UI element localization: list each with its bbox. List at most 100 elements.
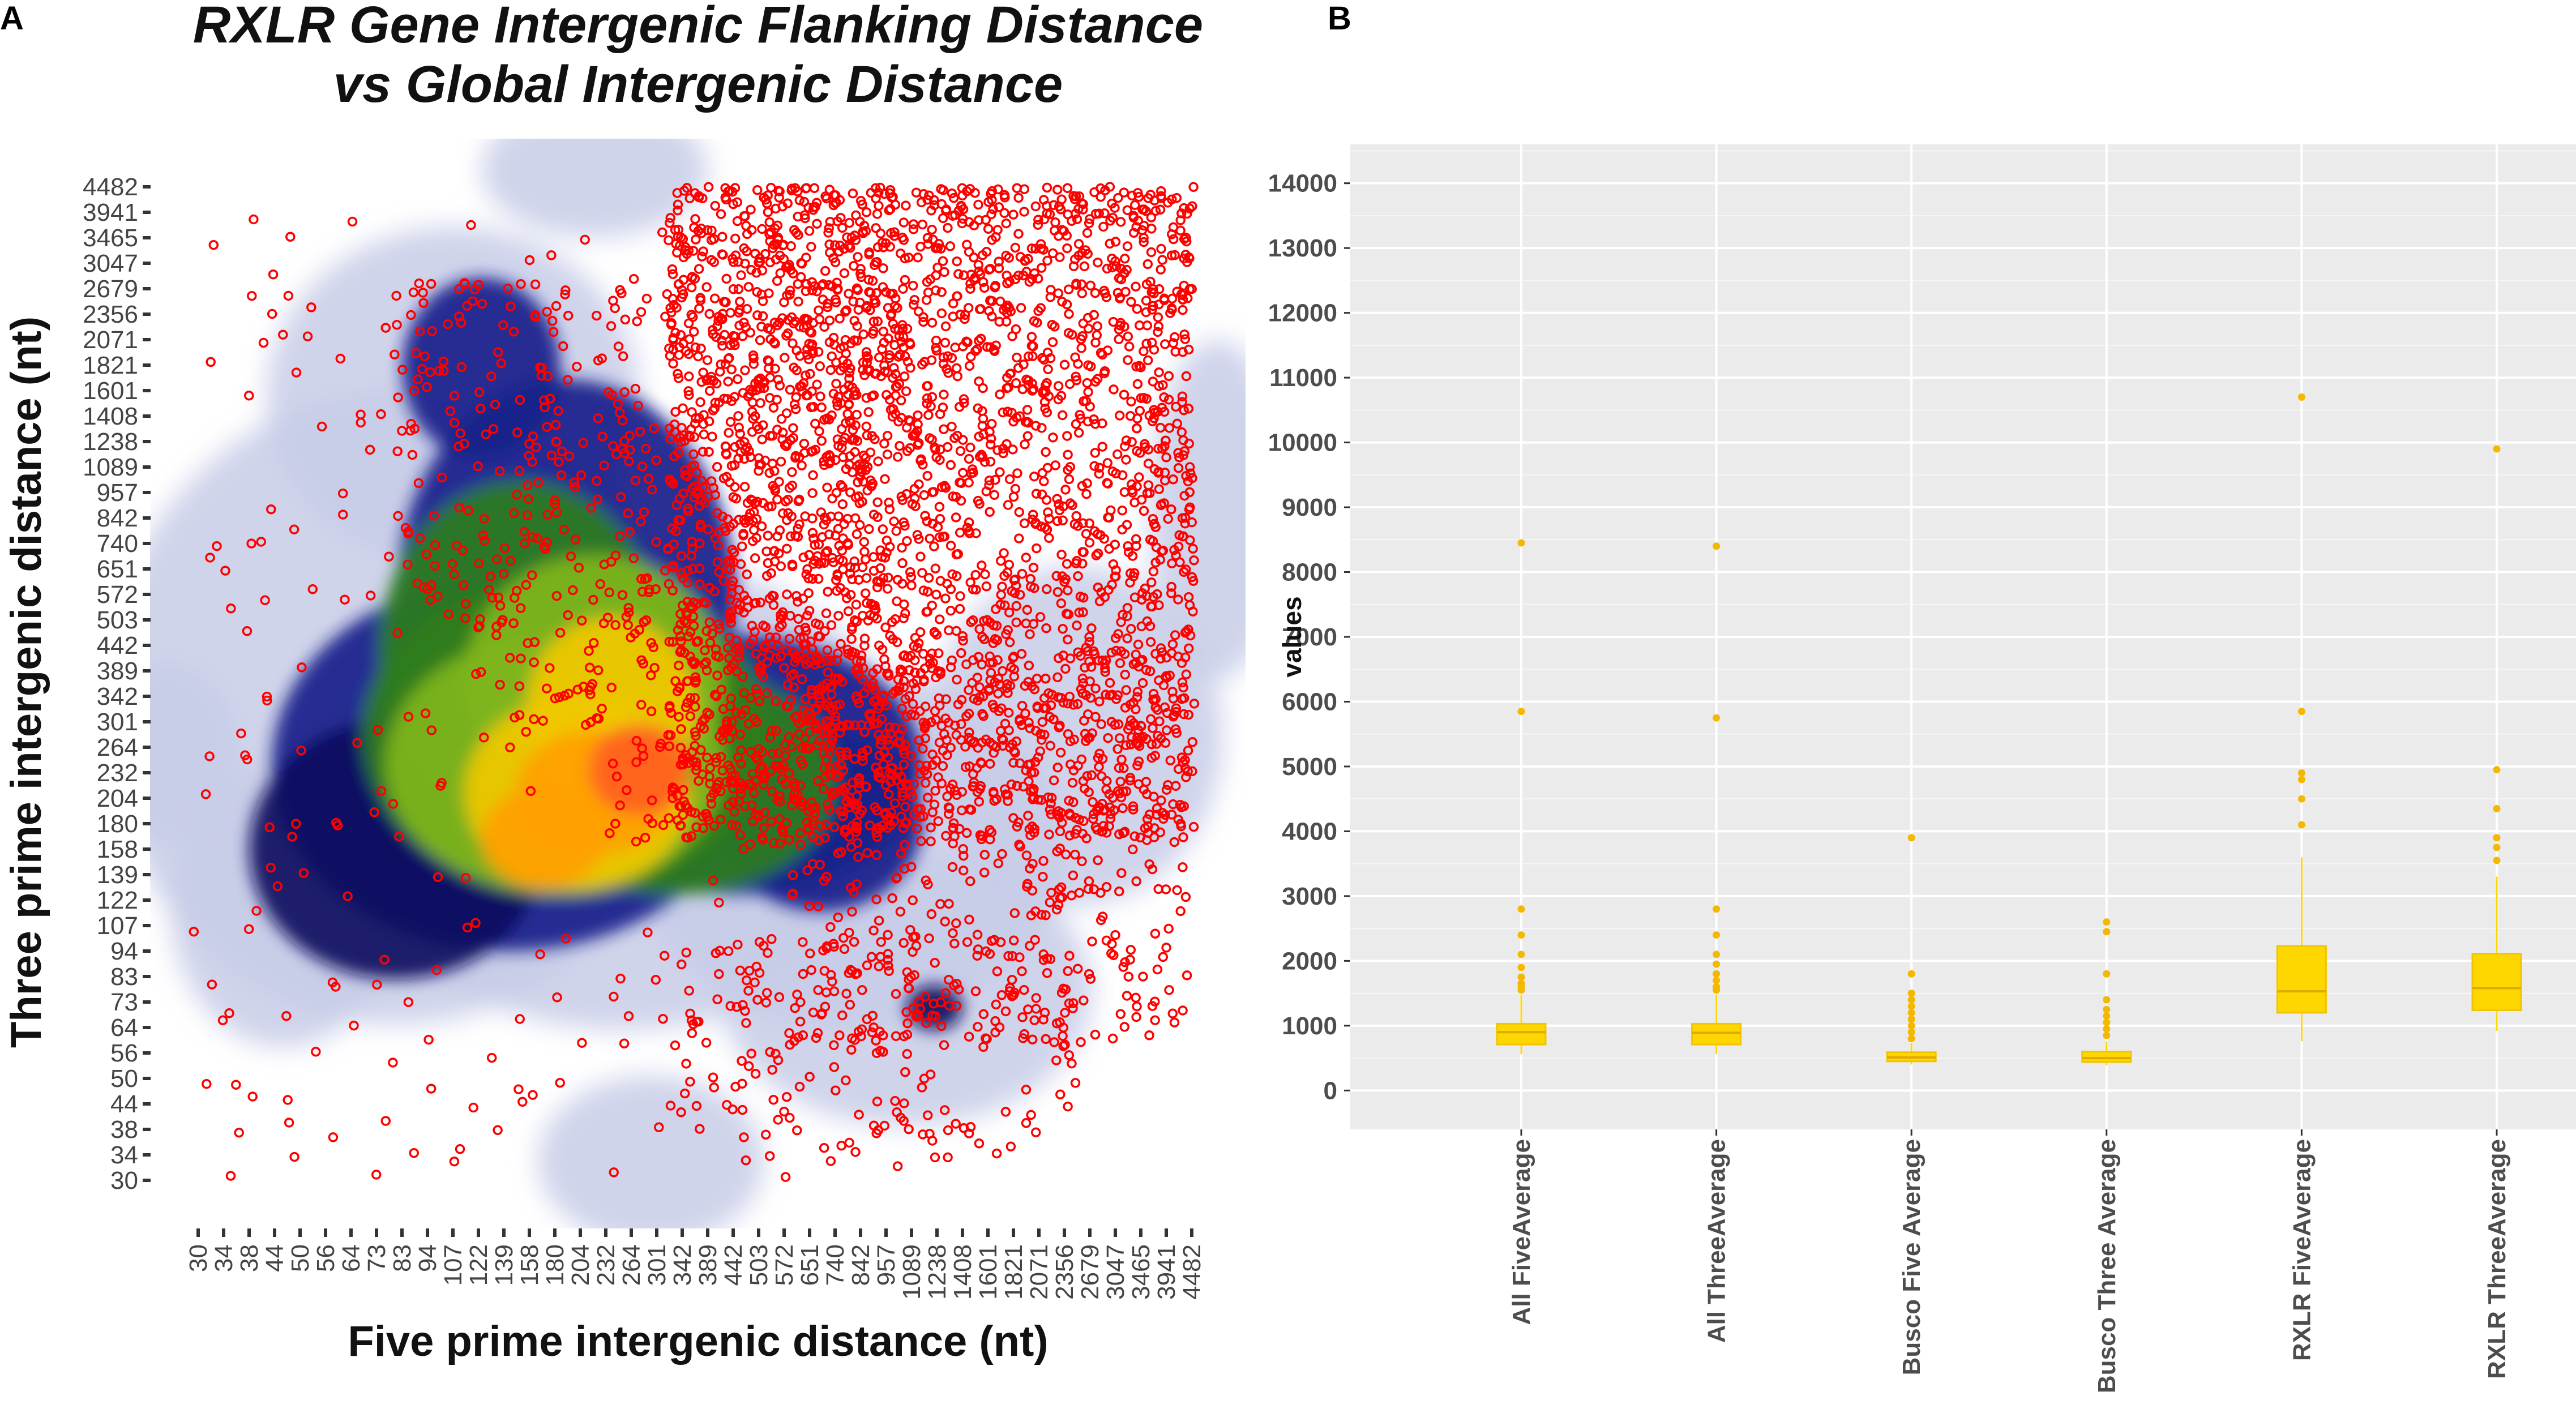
rxlr-point bbox=[968, 769, 978, 780]
rxlr-point bbox=[550, 419, 561, 430]
rxlr-point bbox=[1107, 690, 1118, 700]
rxlr-point bbox=[947, 862, 958, 872]
rxlr-point bbox=[506, 555, 516, 566]
rxlr-point bbox=[922, 1110, 933, 1120]
rxlr-point bbox=[681, 1059, 691, 1069]
rxlr-point bbox=[595, 579, 606, 589]
rxlr-point bbox=[654, 742, 665, 752]
rxlr-point bbox=[803, 588, 814, 598]
rxlr-point bbox=[1041, 623, 1051, 633]
rxlr-point bbox=[685, 1008, 695, 1019]
rxlr-point bbox=[1012, 821, 1022, 832]
rxlr-point bbox=[613, 341, 624, 352]
boxplot-all-threeaverage bbox=[1691, 542, 1742, 1055]
rxlr-point bbox=[871, 1048, 882, 1058]
rxlr-point bbox=[768, 748, 778, 759]
rxlr-point bbox=[897, 787, 908, 798]
rxlr-point bbox=[787, 467, 797, 477]
rxlr-point bbox=[879, 1120, 890, 1131]
rxlr-point bbox=[1062, 183, 1073, 194]
rxlr-point bbox=[460, 873, 471, 883]
rxlr-point bbox=[967, 678, 977, 688]
rxlr-point bbox=[1156, 264, 1166, 275]
rxlr-point bbox=[912, 426, 922, 436]
rxlr-point bbox=[1180, 564, 1191, 575]
rxlr-point bbox=[990, 1016, 1000, 1026]
rxlr-point bbox=[1171, 192, 1182, 203]
rxlr-point bbox=[443, 609, 454, 619]
rxlr-point bbox=[961, 659, 972, 670]
rxlr-point bbox=[802, 350, 812, 360]
rxlr-point bbox=[978, 383, 988, 393]
rxlr-point bbox=[962, 937, 973, 947]
rxlr-point bbox=[264, 822, 275, 833]
density-heatmap bbox=[150, 139, 1246, 1228]
rxlr-point bbox=[1076, 198, 1087, 208]
rxlr-point bbox=[460, 279, 470, 289]
rxlr-point bbox=[1089, 884, 1099, 894]
rxlr-point bbox=[1157, 807, 1167, 818]
rxlr-point bbox=[624, 526, 635, 537]
rxlr-point bbox=[728, 783, 738, 794]
rxlr-point bbox=[944, 975, 954, 985]
rxlr-point bbox=[1083, 323, 1094, 334]
rxlr-point bbox=[1001, 250, 1011, 261]
rxlr-point bbox=[880, 729, 891, 739]
rxlr-point bbox=[948, 838, 958, 849]
rxlr-point bbox=[752, 995, 763, 1005]
rxlr-point bbox=[837, 1010, 848, 1021]
rxlr-point bbox=[1096, 719, 1106, 729]
rxlr-point bbox=[985, 737, 995, 748]
rxlr-point bbox=[872, 242, 883, 252]
rxlr-point bbox=[736, 270, 746, 281]
rxlr-point bbox=[1177, 397, 1187, 407]
rxlr-point bbox=[1042, 968, 1052, 978]
rxlr-point bbox=[636, 516, 646, 526]
rxlr-point bbox=[1172, 286, 1182, 297]
rxlr-point bbox=[529, 714, 539, 725]
rxlr-point bbox=[268, 269, 279, 280]
rxlr-point bbox=[739, 318, 749, 328]
rxlr-point bbox=[828, 200, 839, 211]
rxlr-point bbox=[1086, 623, 1097, 633]
rxlr-point bbox=[1110, 571, 1120, 582]
rxlr-point bbox=[1071, 558, 1081, 568]
rxlr-point bbox=[545, 663, 555, 673]
x-tick-label: 38 bbox=[236, 1244, 263, 1272]
rxlr-point bbox=[684, 334, 695, 345]
rxlr-point bbox=[524, 255, 535, 266]
rxlr-point bbox=[390, 349, 400, 360]
rxlr-point bbox=[810, 803, 821, 813]
rxlr-point bbox=[1170, 630, 1180, 640]
rxlr-point bbox=[1057, 571, 1067, 581]
rxlr-point bbox=[1038, 949, 1049, 960]
rxlr-point bbox=[721, 526, 731, 536]
rxlr-point bbox=[708, 1072, 718, 1082]
rxlr-point bbox=[1067, 777, 1078, 788]
rxlr-point bbox=[1042, 347, 1053, 358]
rxlr-point bbox=[822, 799, 833, 810]
rxlr-point bbox=[409, 423, 420, 434]
rxlr-point bbox=[1175, 225, 1186, 236]
rxlr-point bbox=[1025, 723, 1035, 734]
rxlr-point bbox=[988, 204, 998, 215]
rxlr-point bbox=[1163, 923, 1174, 934]
rxlr-point bbox=[892, 303, 902, 313]
rxlr-point bbox=[779, 1106, 789, 1117]
rxlr-point bbox=[459, 439, 469, 449]
y-tick-label: 10000 bbox=[1268, 429, 1337, 457]
rxlr-point bbox=[767, 501, 777, 512]
rxlr-point bbox=[875, 228, 886, 239]
rxlr-point bbox=[1008, 444, 1018, 455]
rxlr-point bbox=[787, 480, 798, 491]
y-tick-label: 30 bbox=[110, 1167, 138, 1194]
rxlr-point bbox=[779, 662, 789, 673]
rxlr-point bbox=[1099, 208, 1110, 219]
rxlr-point bbox=[510, 712, 520, 723]
rxlr-point bbox=[1024, 660, 1034, 671]
rxlr-point bbox=[560, 934, 571, 944]
rxlr-point bbox=[449, 417, 460, 428]
rxlr-point bbox=[940, 713, 951, 723]
rxlr-point bbox=[972, 950, 982, 961]
x-tick-label: 2679 bbox=[1076, 1244, 1104, 1300]
